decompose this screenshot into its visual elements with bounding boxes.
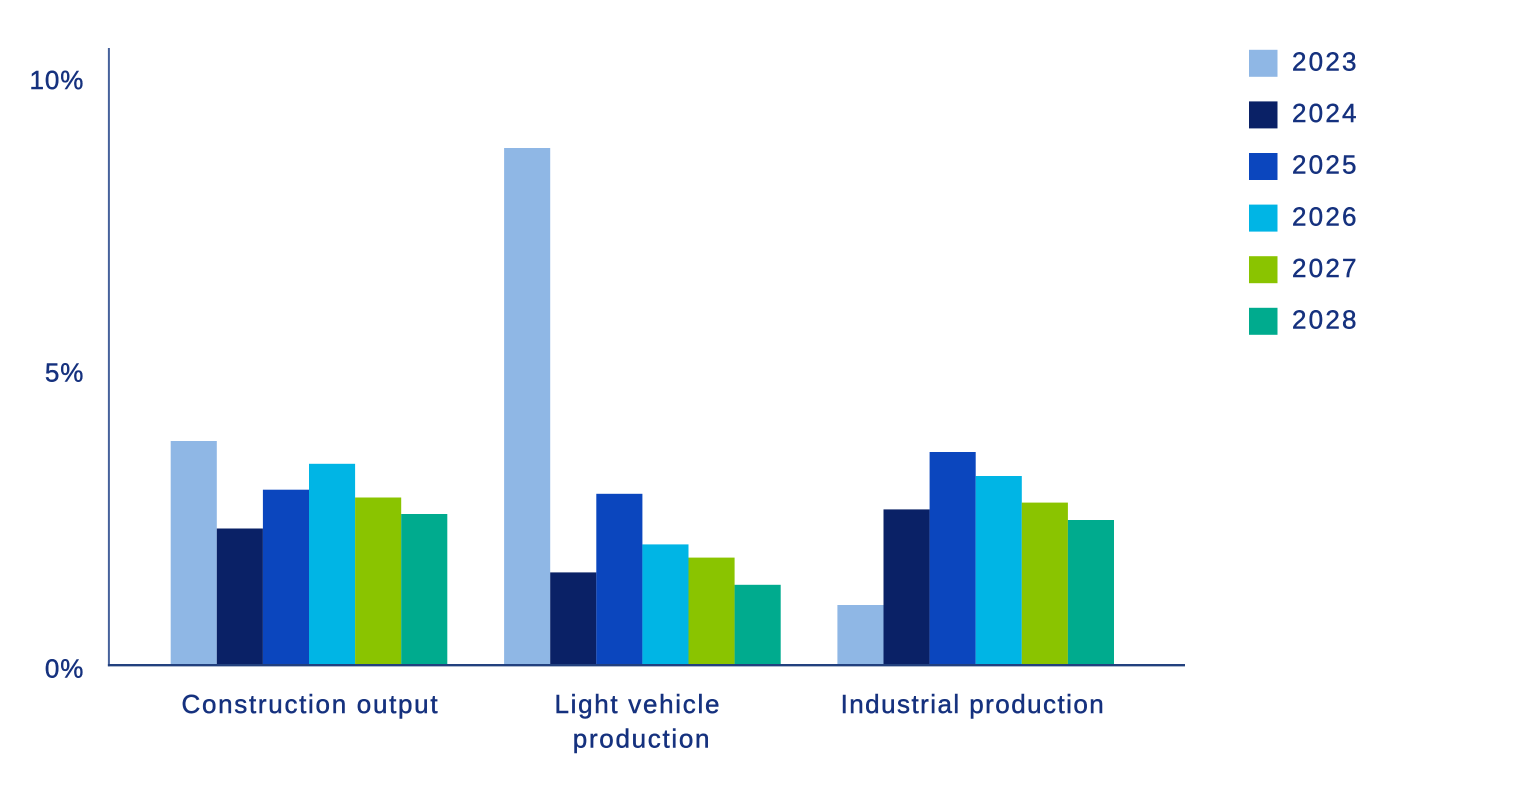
svg-text:5%: 5%	[45, 358, 84, 388]
svg-text:2027: 2027	[1292, 253, 1359, 283]
svg-text:Light vehicle: Light vehicle	[554, 689, 721, 719]
svg-text:2023: 2023	[1292, 47, 1359, 77]
svg-text:2024: 2024	[1292, 98, 1359, 128]
svg-text:10%: 10%	[30, 65, 85, 95]
svg-text:2028: 2028	[1292, 305, 1359, 335]
svg-text:0%: 0%	[45, 654, 84, 684]
svg-text:2025: 2025	[1292, 150, 1359, 180]
svg-text:Construction output: Construction output	[182, 689, 440, 719]
svg-text:production: production	[573, 724, 711, 754]
svg-text:2026: 2026	[1292, 201, 1359, 231]
svg-text:Industrial production: Industrial production	[841, 689, 1106, 719]
